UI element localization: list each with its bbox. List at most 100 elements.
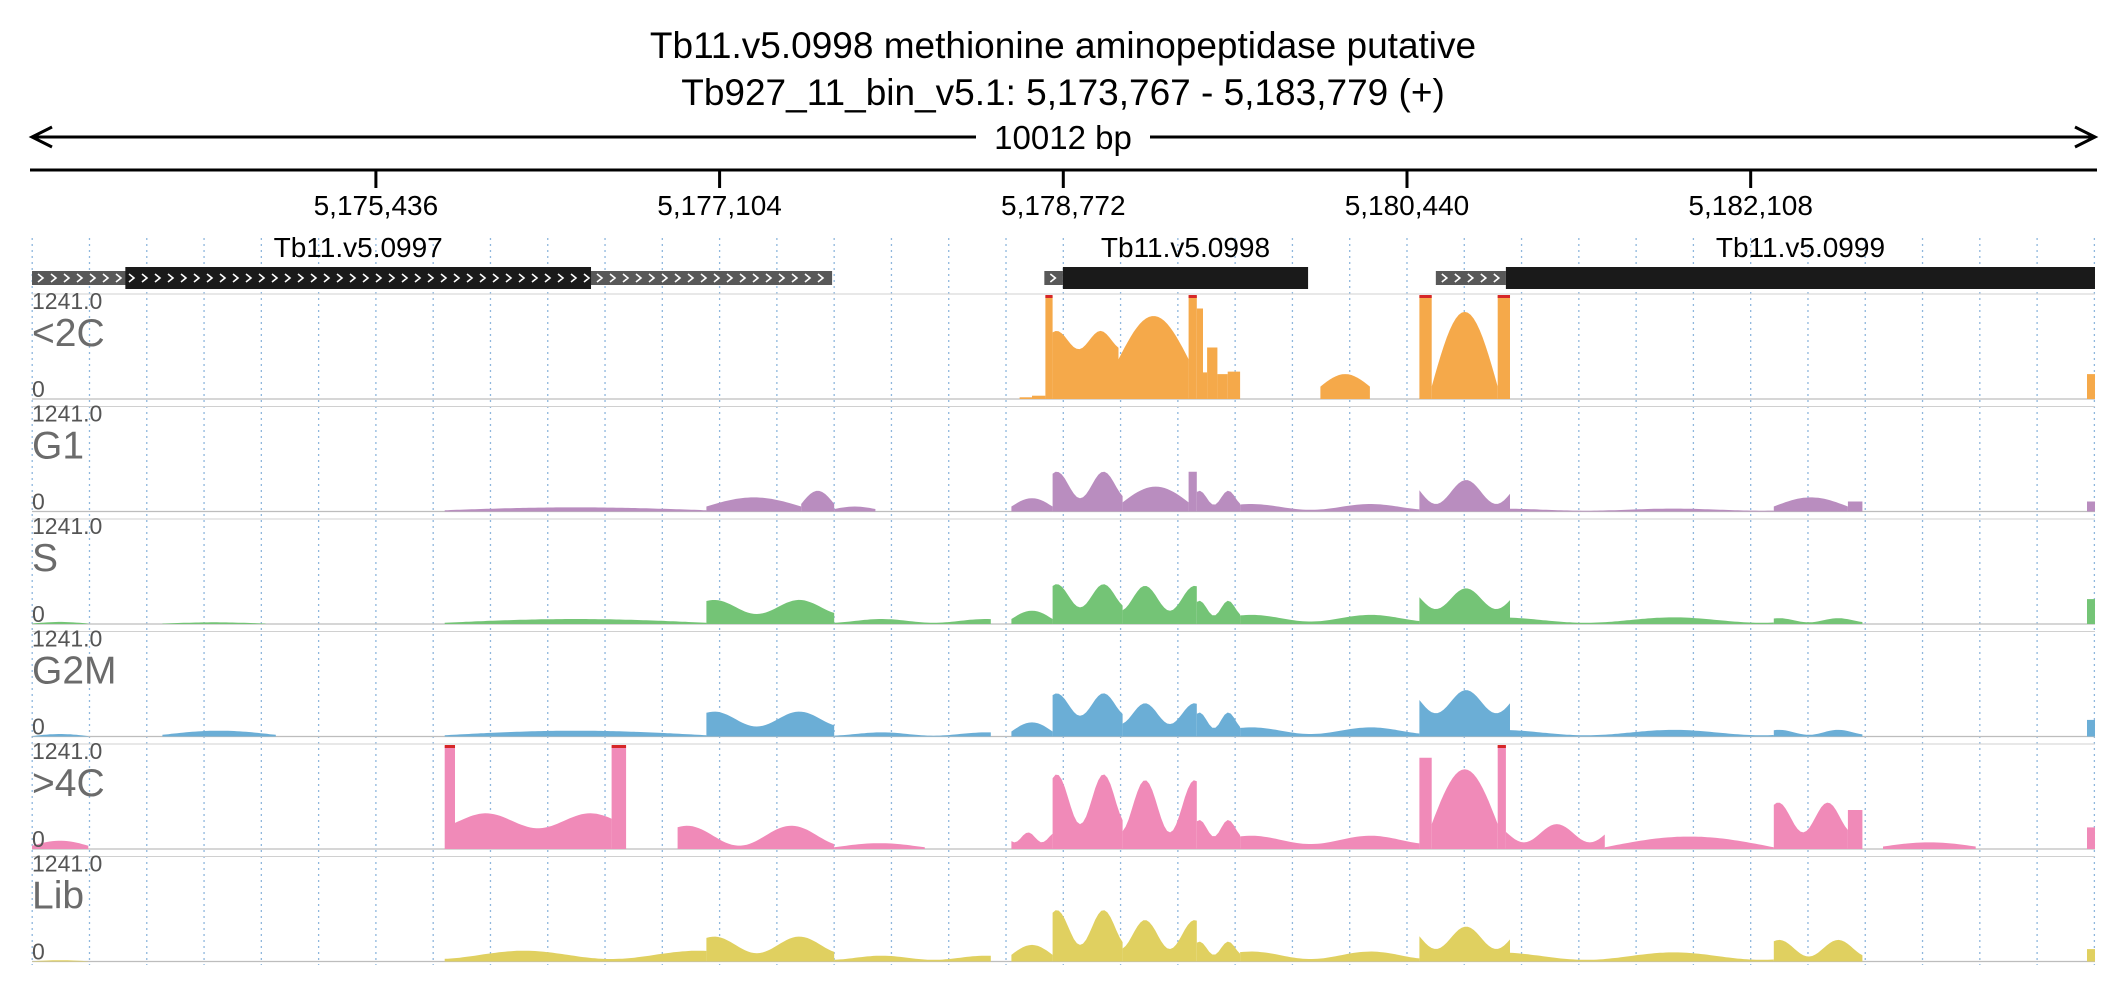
coverage-area: [1510, 729, 1774, 737]
coverage-area: [444, 950, 707, 962]
span-arrow-right-head: [2074, 125, 2099, 149]
coverage-area: [801, 490, 835, 512]
track-name: <2C: [32, 312, 105, 355]
coverage-area: [1773, 618, 1863, 624]
coverage-area: [706, 711, 835, 737]
coverage-area: [1207, 347, 1218, 399]
coverage-area: [1419, 588, 1510, 624]
coverage-area: [1032, 395, 1046, 399]
gene-label: Tb11.v5.0999: [1716, 232, 1885, 263]
coverage-area: [677, 825, 835, 849]
clipped-marker: [444, 745, 456, 748]
coverage-track: 1241.0G1 0: [32, 401, 2095, 515]
coverage-area: [706, 497, 802, 512]
coverage-area: [2087, 599, 2095, 624]
gene-model[interactable]: Tb11.v5.0997: [32, 232, 833, 289]
coverage-area: [1052, 910, 1123, 962]
gene-label: Tb11.v5.0998: [1101, 232, 1270, 263]
coverage-area: [32, 960, 89, 962]
gene-cds-bar: [125, 267, 592, 289]
coverage-track: 1241.0S 0: [32, 513, 2095, 627]
axis-tick-label: 5,177,104: [657, 190, 782, 221]
coverage-area: [1122, 780, 1197, 849]
coverage-area: [1118, 316, 1189, 399]
track-name: G1: [32, 425, 84, 468]
axis-tick-label: 5,180,440: [1345, 190, 1470, 221]
coverage-area: [1122, 585, 1197, 624]
coverage-area: [1011, 610, 1053, 624]
coverage-area: [1196, 308, 1203, 399]
axis-tick-label: 5,175,436: [314, 190, 439, 221]
coverage-area: [1510, 508, 1774, 512]
track-zero-label: 0: [32, 489, 45, 515]
coverage-area: [1240, 614, 1420, 624]
axis-ticks: 5,175,436 5,177,104 5,178,772 5,180,440 5,18…: [314, 170, 1813, 221]
coverage-area: [834, 732, 991, 737]
coverage-track: 1241.0>4C 0: [32, 738, 2095, 852]
coverage-area: [834, 843, 925, 849]
coverage-area: [1419, 757, 1432, 849]
coverage-area: [32, 840, 89, 849]
coverage-tracks: 1241.0<2C01241.0G101241.0S01241.0G2M0124…: [32, 288, 2095, 965]
coverage-area: [2087, 827, 2095, 849]
track-zero-label: 0: [32, 601, 45, 627]
track-max-label: 1241.0: [32, 851, 102, 877]
coverage-area: [1510, 952, 1774, 962]
coverage-area: [1240, 727, 1420, 737]
track-zero-label: 0: [32, 714, 45, 740]
strand-arrows: [37, 273, 825, 283]
coverage-area: [1505, 824, 1605, 849]
strand-arrows: [1049, 273, 1057, 283]
coverage-area: [1188, 471, 1197, 512]
coverage-area: [1217, 374, 1228, 399]
coverage-area: [1196, 941, 1241, 962]
track-max-label: 1241.0: [32, 626, 102, 652]
clipped-marker: [1188, 295, 1197, 298]
gene-model[interactable]: Tb11.v5.0998: [1044, 232, 1309, 289]
coverage-area: [1122, 703, 1197, 737]
coverage-area: [1773, 497, 1848, 512]
coverage-area: [1419, 480, 1510, 512]
track-name: G2M: [32, 650, 117, 693]
span-label-bg: [976, 118, 1150, 156]
coverage-track: 1241.0<2C 0: [32, 288, 2095, 402]
coverage-area: [1419, 296, 1432, 399]
coverage-area: [1497, 746, 1506, 849]
coverage-area: [1227, 371, 1241, 399]
gene-title: Tb11.v5.0998 methionine aminopeptidase p…: [650, 25, 1476, 66]
coverage-area: [1773, 802, 1848, 849]
coverage-area: [1188, 296, 1197, 399]
gene-models: Tb11.v5.0997 Tb11.v5.0998 Tb11.v5.0999: [32, 232, 2095, 289]
coverage-area: [162, 622, 266, 624]
coverage-area: [455, 813, 612, 849]
coverage-area: [1203, 372, 1208, 399]
coverage-area: [1604, 836, 1774, 849]
coverage-area: [1122, 920, 1197, 962]
coverage-area: [1431, 311, 1498, 399]
clipped-marker: [1497, 295, 1511, 298]
span-length-label: 10012 bp: [994, 119, 1132, 156]
gene-cds-bar: [1062, 267, 1309, 289]
coverage-area: [706, 936, 835, 962]
coverage-area: [1011, 722, 1053, 737]
coverage-area: [1011, 832, 1053, 849]
coverage-area: [1196, 820, 1241, 849]
coverage-area: [611, 746, 627, 849]
coverage-area: [834, 506, 876, 512]
gene-model[interactable]: Tb11.v5.0999: [1435, 232, 2095, 289]
coverage-area: [1431, 769, 1498, 849]
coverage-area: [1052, 584, 1123, 624]
coverage-area: [1019, 397, 1032, 399]
clipped-marker: [1045, 295, 1053, 298]
gene-utr-bar: [1435, 271, 1506, 285]
coverage-area: [1122, 486, 1189, 512]
coverage-area: [32, 734, 89, 737]
coverage-area: [834, 955, 991, 962]
track-max-label: 1241.0: [32, 288, 102, 314]
coverage-area: [2087, 374, 2095, 399]
coverage-area: [1847, 501, 1863, 512]
coverage-area: [1497, 296, 1510, 399]
